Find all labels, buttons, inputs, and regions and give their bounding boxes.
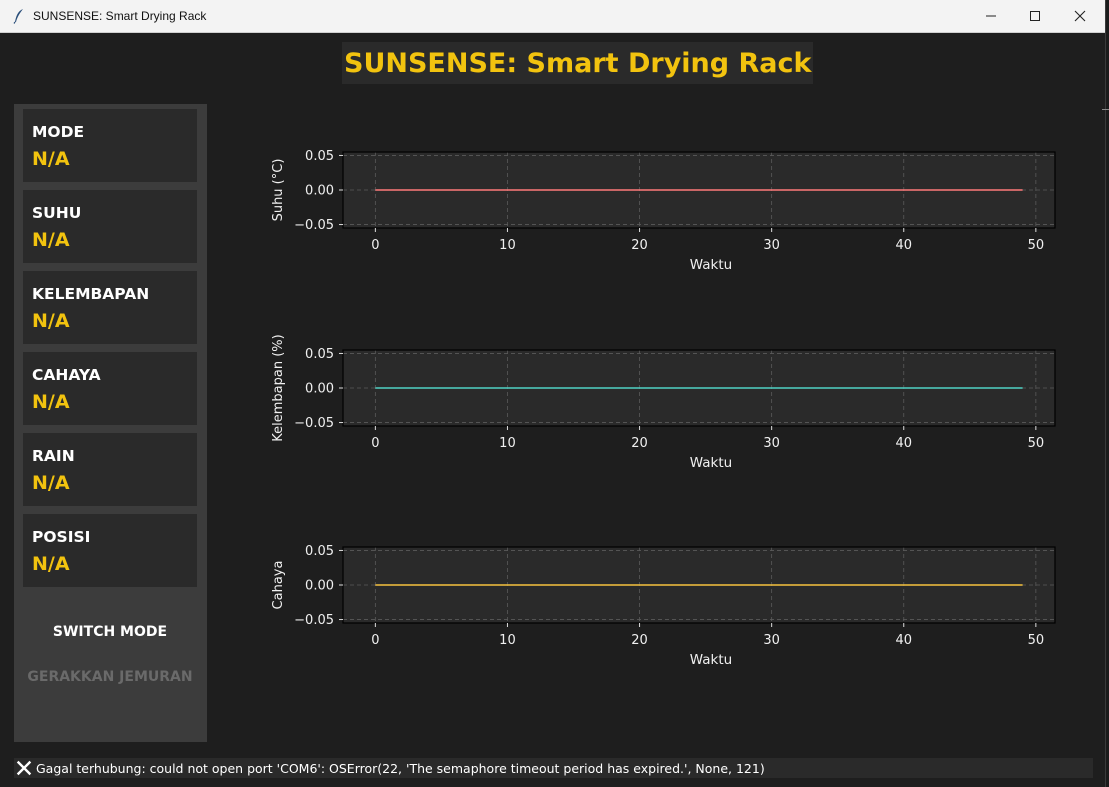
sidebar: MODE N/A SUHU N/A KELEMBAPAN N/A CAHAYA …: [14, 104, 207, 742]
x-tick-label: 10: [499, 238, 516, 253]
mode-value: N/A: [32, 148, 70, 170]
mode-label: MODE: [32, 123, 85, 141]
window-title: SUNSENSE: Smart Drying Rack: [33, 9, 207, 23]
minimize-button[interactable]: [968, 0, 1014, 32]
close-button[interactable]: [1057, 0, 1103, 32]
background-glyph: —: [1102, 102, 1109, 116]
cahaya-value: N/A: [32, 391, 70, 413]
x-tick-label: 20: [631, 238, 648, 253]
y-tick-label: 0.05: [305, 149, 334, 164]
y-tick-label: 0.05: [305, 347, 334, 362]
x-tick-label: 50: [1028, 238, 1045, 253]
close-icon: [1074, 10, 1086, 22]
posisi-label: POSISI: [32, 528, 91, 546]
posisi-card: POSISI N/A: [23, 514, 197, 587]
maximize-button[interactable]: [1012, 0, 1058, 32]
move-rack-button: GERAKKAN JEMURAN: [27, 669, 193, 685]
charts-area: 0 10 20 30 40 50 0.05 0.00 −0.05 Waktu Suhu (°C) 0 1…: [271, 149, 1056, 668]
y-tick-label: −0.05: [294, 613, 334, 628]
rain-label: RAIN: [32, 447, 75, 465]
y-tick-label: 0.05: [305, 544, 334, 559]
x-tick-label: 0: [371, 238, 379, 253]
maximize-icon: [1030, 11, 1040, 21]
x-tick-label: 10: [499, 633, 516, 648]
x-tick-label: 40: [895, 238, 912, 253]
suhu-card: SUHU N/A: [23, 190, 197, 263]
x-tick-label: 50: [1028, 633, 1045, 648]
x-axis-label: Waktu: [690, 455, 732, 471]
x-tick-label: 10: [499, 436, 516, 451]
switch-mode-button[interactable]: SWITCH MODE: [52, 624, 168, 640]
x-tick-label: 30: [763, 238, 780, 253]
status-message: Gagal terhubung: could not open port 'CO…: [36, 761, 765, 776]
x-tick-label: 40: [895, 633, 912, 648]
x-tick-label: 0: [371, 436, 379, 451]
cahaya-label: CAHAYA: [32, 366, 101, 384]
minimize-icon: [986, 15, 996, 17]
rain-value: N/A: [32, 472, 70, 494]
suhu-label: SUHU: [32, 204, 82, 222]
cahaya-card: CAHAYA N/A: [23, 352, 197, 425]
error-x-icon: [16, 760, 32, 776]
title-bar: SUNSENSE: Smart Drying Rack: [0, 0, 1105, 33]
status-bar: Gagal terhubung: could not open port 'CO…: [14, 758, 1093, 778]
x-axis-label: Waktu: [690, 257, 732, 273]
y-axis-label: Suhu (°C): [271, 159, 286, 222]
posisi-value: N/A: [32, 553, 70, 575]
x-tick-label: 20: [631, 436, 648, 451]
x-tick-label: 50: [1028, 436, 1045, 451]
x-tick-label: 20: [631, 633, 648, 648]
feather-icon: [13, 9, 23, 24]
kelembapan-card: KELEMBAPAN N/A: [23, 271, 197, 344]
x-tick-label: 30: [763, 633, 780, 648]
y-axis-label: Kelembapan (%): [271, 334, 286, 441]
kelembapan-value: N/A: [32, 310, 70, 332]
y-tick-label: 0.00: [305, 579, 334, 594]
x-axis-label: Waktu: [690, 652, 732, 668]
mode-card: MODE N/A: [23, 109, 197, 182]
rain-card: RAIN N/A: [23, 433, 197, 506]
y-tick-label: 0.00: [305, 382, 334, 397]
y-tick-label: 0.00: [305, 184, 334, 199]
x-tick-label: 40: [895, 436, 912, 451]
y-tick-label: −0.05: [294, 416, 334, 431]
x-tick-label: 30: [763, 436, 780, 451]
y-tick-label: −0.05: [294, 218, 334, 233]
suhu-value: N/A: [32, 229, 70, 251]
kelembapan-label: KELEMBAPAN: [32, 285, 150, 303]
y-axis-label: Cahaya: [271, 561, 286, 610]
app-title: SUNSENSE: Smart Drying Rack: [342, 42, 814, 84]
x-tick-label: 0: [371, 633, 379, 648]
